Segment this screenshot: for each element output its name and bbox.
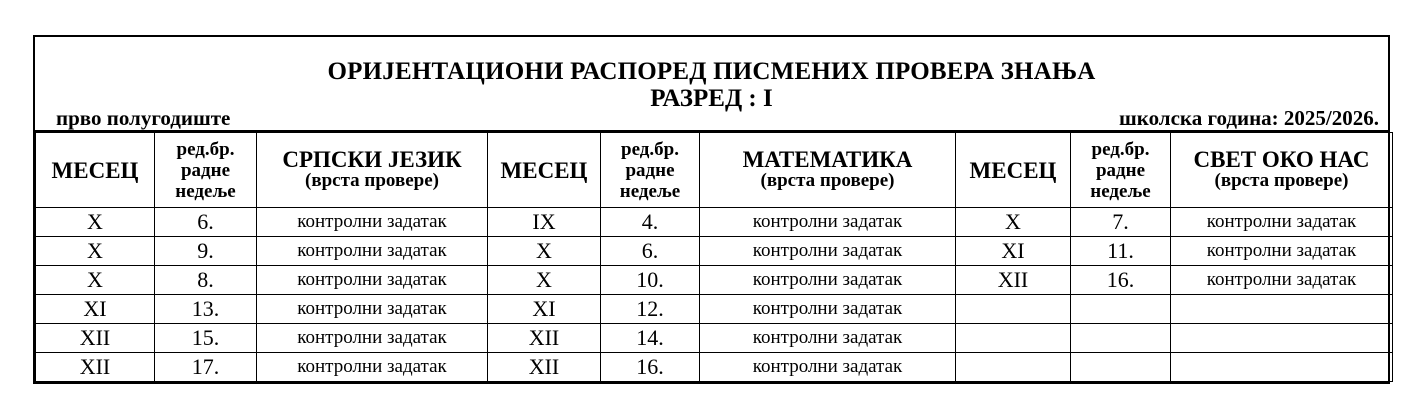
- page-title: ОРИЈЕНТАЦИОНИ РАСПОРЕД ПИСМЕНИХ ПРОВЕРА …: [327, 58, 1096, 85]
- table-row: X 9. контролни задатак X 6. контролни за…: [35, 236, 1393, 266]
- cell-matematika-month: X: [487, 265, 601, 295]
- cell-svet-kind: контролни задатак: [1170, 236, 1393, 266]
- header-week-line2: радне: [625, 159, 675, 181]
- cell-matematika-week: 16.: [600, 352, 700, 382]
- cell-srpski-kind: контролни задатак: [256, 236, 488, 266]
- grade-subtitle: РАЗРЕД : I: [650, 85, 773, 112]
- cell-matematika-kind: контролни задатак: [699, 207, 956, 237]
- header-week-svet: ред.бр. радне недеље: [1070, 132, 1171, 208]
- table-row: XI 13. контролни задатак XI 12. контролн…: [35, 294, 1393, 324]
- header-subject3-name: СВЕТ ОКО НАС: [1193, 147, 1370, 172]
- cell-matematika-week: 12.: [600, 294, 700, 324]
- cell-matematika-week: 14.: [600, 323, 700, 353]
- cell-matematika-kind: контролни задатак: [699, 323, 956, 353]
- header-subject2-sub: (врста провере): [760, 170, 895, 191]
- table-row: X 8. контролни задатак X 10. контролни з…: [35, 265, 1393, 295]
- banner-footer: прво полугодиште школска година: 2025/20…: [35, 107, 1388, 130]
- cell-matematika-month: X: [487, 236, 601, 266]
- cell-srpski-month: X: [35, 236, 155, 266]
- header-month-svet: МЕСЕЦ: [955, 132, 1071, 208]
- table-row: XII 17. контролни задатак XII 16. контро…: [35, 352, 1393, 382]
- cell-srpski-week: 13.: [154, 294, 257, 324]
- cell-srpski-month: XII: [35, 352, 155, 382]
- header-week-line1: ред.бр.: [1091, 138, 1150, 160]
- header-subject3-sub: (врста провере): [1214, 170, 1349, 191]
- cell-svet-kind: контролни задатак: [1170, 265, 1393, 295]
- cell-srpski-week: 6.: [154, 207, 257, 237]
- cell-matematika-kind: контролни задатак: [699, 265, 956, 295]
- cell-srpski-week: 17.: [154, 352, 257, 382]
- cell-matematika-kind: контролни задатак: [699, 294, 956, 324]
- school-year-label: школска година: 2025/2026.: [1119, 106, 1379, 130]
- cell-srpski-month: X: [35, 265, 155, 295]
- cell-svet-kind: [1170, 352, 1393, 382]
- header-month-srpski: МЕСЕЦ: [35, 132, 155, 208]
- cell-srpski-month: X: [35, 207, 155, 237]
- cell-svet-month: [955, 294, 1071, 324]
- cell-svet-week: [1070, 352, 1171, 382]
- cell-svet-kind: [1170, 294, 1393, 324]
- cell-srpski-month: XI: [35, 294, 155, 324]
- cell-svet-week: 11.: [1070, 236, 1171, 266]
- cell-svet-week: 16.: [1070, 265, 1171, 295]
- header-subject1-sub: (врста провере): [305, 170, 439, 191]
- cell-srpski-kind: контролни задатак: [256, 352, 488, 382]
- header-week-srpski: ред.бр. радне недеље: [154, 132, 257, 208]
- header-week-line2: радне: [180, 159, 231, 181]
- header-subject-srpski: СРПСКИ ЈЕЗИК (врста провере): [256, 132, 488, 208]
- header-week-line2: радне: [1095, 159, 1146, 181]
- table-row: X 6. контролни задатак IX 4. контролни з…: [35, 207, 1393, 237]
- cell-matematika-month: XII: [487, 352, 601, 382]
- cell-matematika-month: IX: [487, 207, 601, 237]
- header-week-line3: недеље: [619, 180, 681, 202]
- cell-svet-month: XII: [955, 265, 1071, 295]
- cell-srpski-kind: контролни задатак: [256, 265, 488, 295]
- header-subject-matematika: МАТЕМАТИКА (врста провере): [699, 132, 956, 208]
- cell-matematika-week: 6.: [600, 236, 700, 266]
- cell-srpski-kind: контролни задатак: [256, 207, 488, 237]
- table-header-row: МЕСЕЦ ред.бр. радне недеље СРПСКИ ЈЕЗИК …: [35, 132, 1393, 208]
- cell-svet-month: [955, 323, 1071, 353]
- cell-svet-kind: контролни задатак: [1170, 207, 1393, 237]
- cell-matematika-kind: контролни задатак: [699, 352, 956, 382]
- cell-svet-kind: [1170, 323, 1393, 353]
- cell-svet-month: XI: [955, 236, 1071, 266]
- header-week-line1: ред.бр.: [621, 138, 679, 160]
- header-subject-svet: СВЕТ ОКО НАС (врста провере): [1170, 132, 1393, 208]
- header-week-line1: ред.бр.: [176, 138, 235, 160]
- cell-srpski-kind: контролни задатак: [256, 294, 488, 324]
- cell-svet-week: 7.: [1070, 207, 1171, 237]
- schedule-table: МЕСЕЦ ред.бр. радне недеље СРПСКИ ЈЕЗИК …: [35, 132, 1393, 382]
- cell-matematika-week: 4.: [600, 207, 700, 237]
- header-subject2-name: МАТЕМАТИКА: [742, 147, 913, 172]
- cell-matematika-week: 10.: [600, 265, 700, 295]
- cell-srpski-week: 9.: [154, 236, 257, 266]
- header-week-matematika: ред.бр. радне недеље: [600, 132, 700, 208]
- cell-srpski-week: 8.: [154, 265, 257, 295]
- cell-svet-month: X: [955, 207, 1071, 237]
- cell-srpski-kind: контролни задатак: [256, 323, 488, 353]
- header-subject1-name: СРПСКИ ЈЕЗИК: [282, 147, 462, 172]
- cell-matematika-kind: контролни задатак: [699, 236, 956, 266]
- header-week-line3: недеље: [175, 180, 236, 202]
- cell-matematika-month: XI: [487, 294, 601, 324]
- schedule-sheet: ОРИЈЕНТАЦИОНИ РАСПОРЕД ПИСМЕНИХ ПРОВЕРА …: [33, 35, 1393, 384]
- cell-svet-week: [1070, 323, 1171, 353]
- cell-srpski-week: 15.: [154, 323, 257, 353]
- header-week-line3: недеље: [1090, 180, 1151, 202]
- cell-svet-month: [955, 352, 1071, 382]
- cell-matematika-month: XII: [487, 323, 601, 353]
- cell-svet-week: [1070, 294, 1171, 324]
- semester-label: прво полугодиште: [56, 106, 231, 130]
- title-banner: ОРИЈЕНТАЦИОНИ РАСПОРЕД ПИСМЕНИХ ПРОВЕРА …: [35, 37, 1388, 132]
- table-row: XII 15. контролни задатак XII 14. контро…: [35, 323, 1393, 353]
- header-month-matematika: МЕСЕЦ: [487, 132, 601, 208]
- cell-srpski-month: XII: [35, 323, 155, 353]
